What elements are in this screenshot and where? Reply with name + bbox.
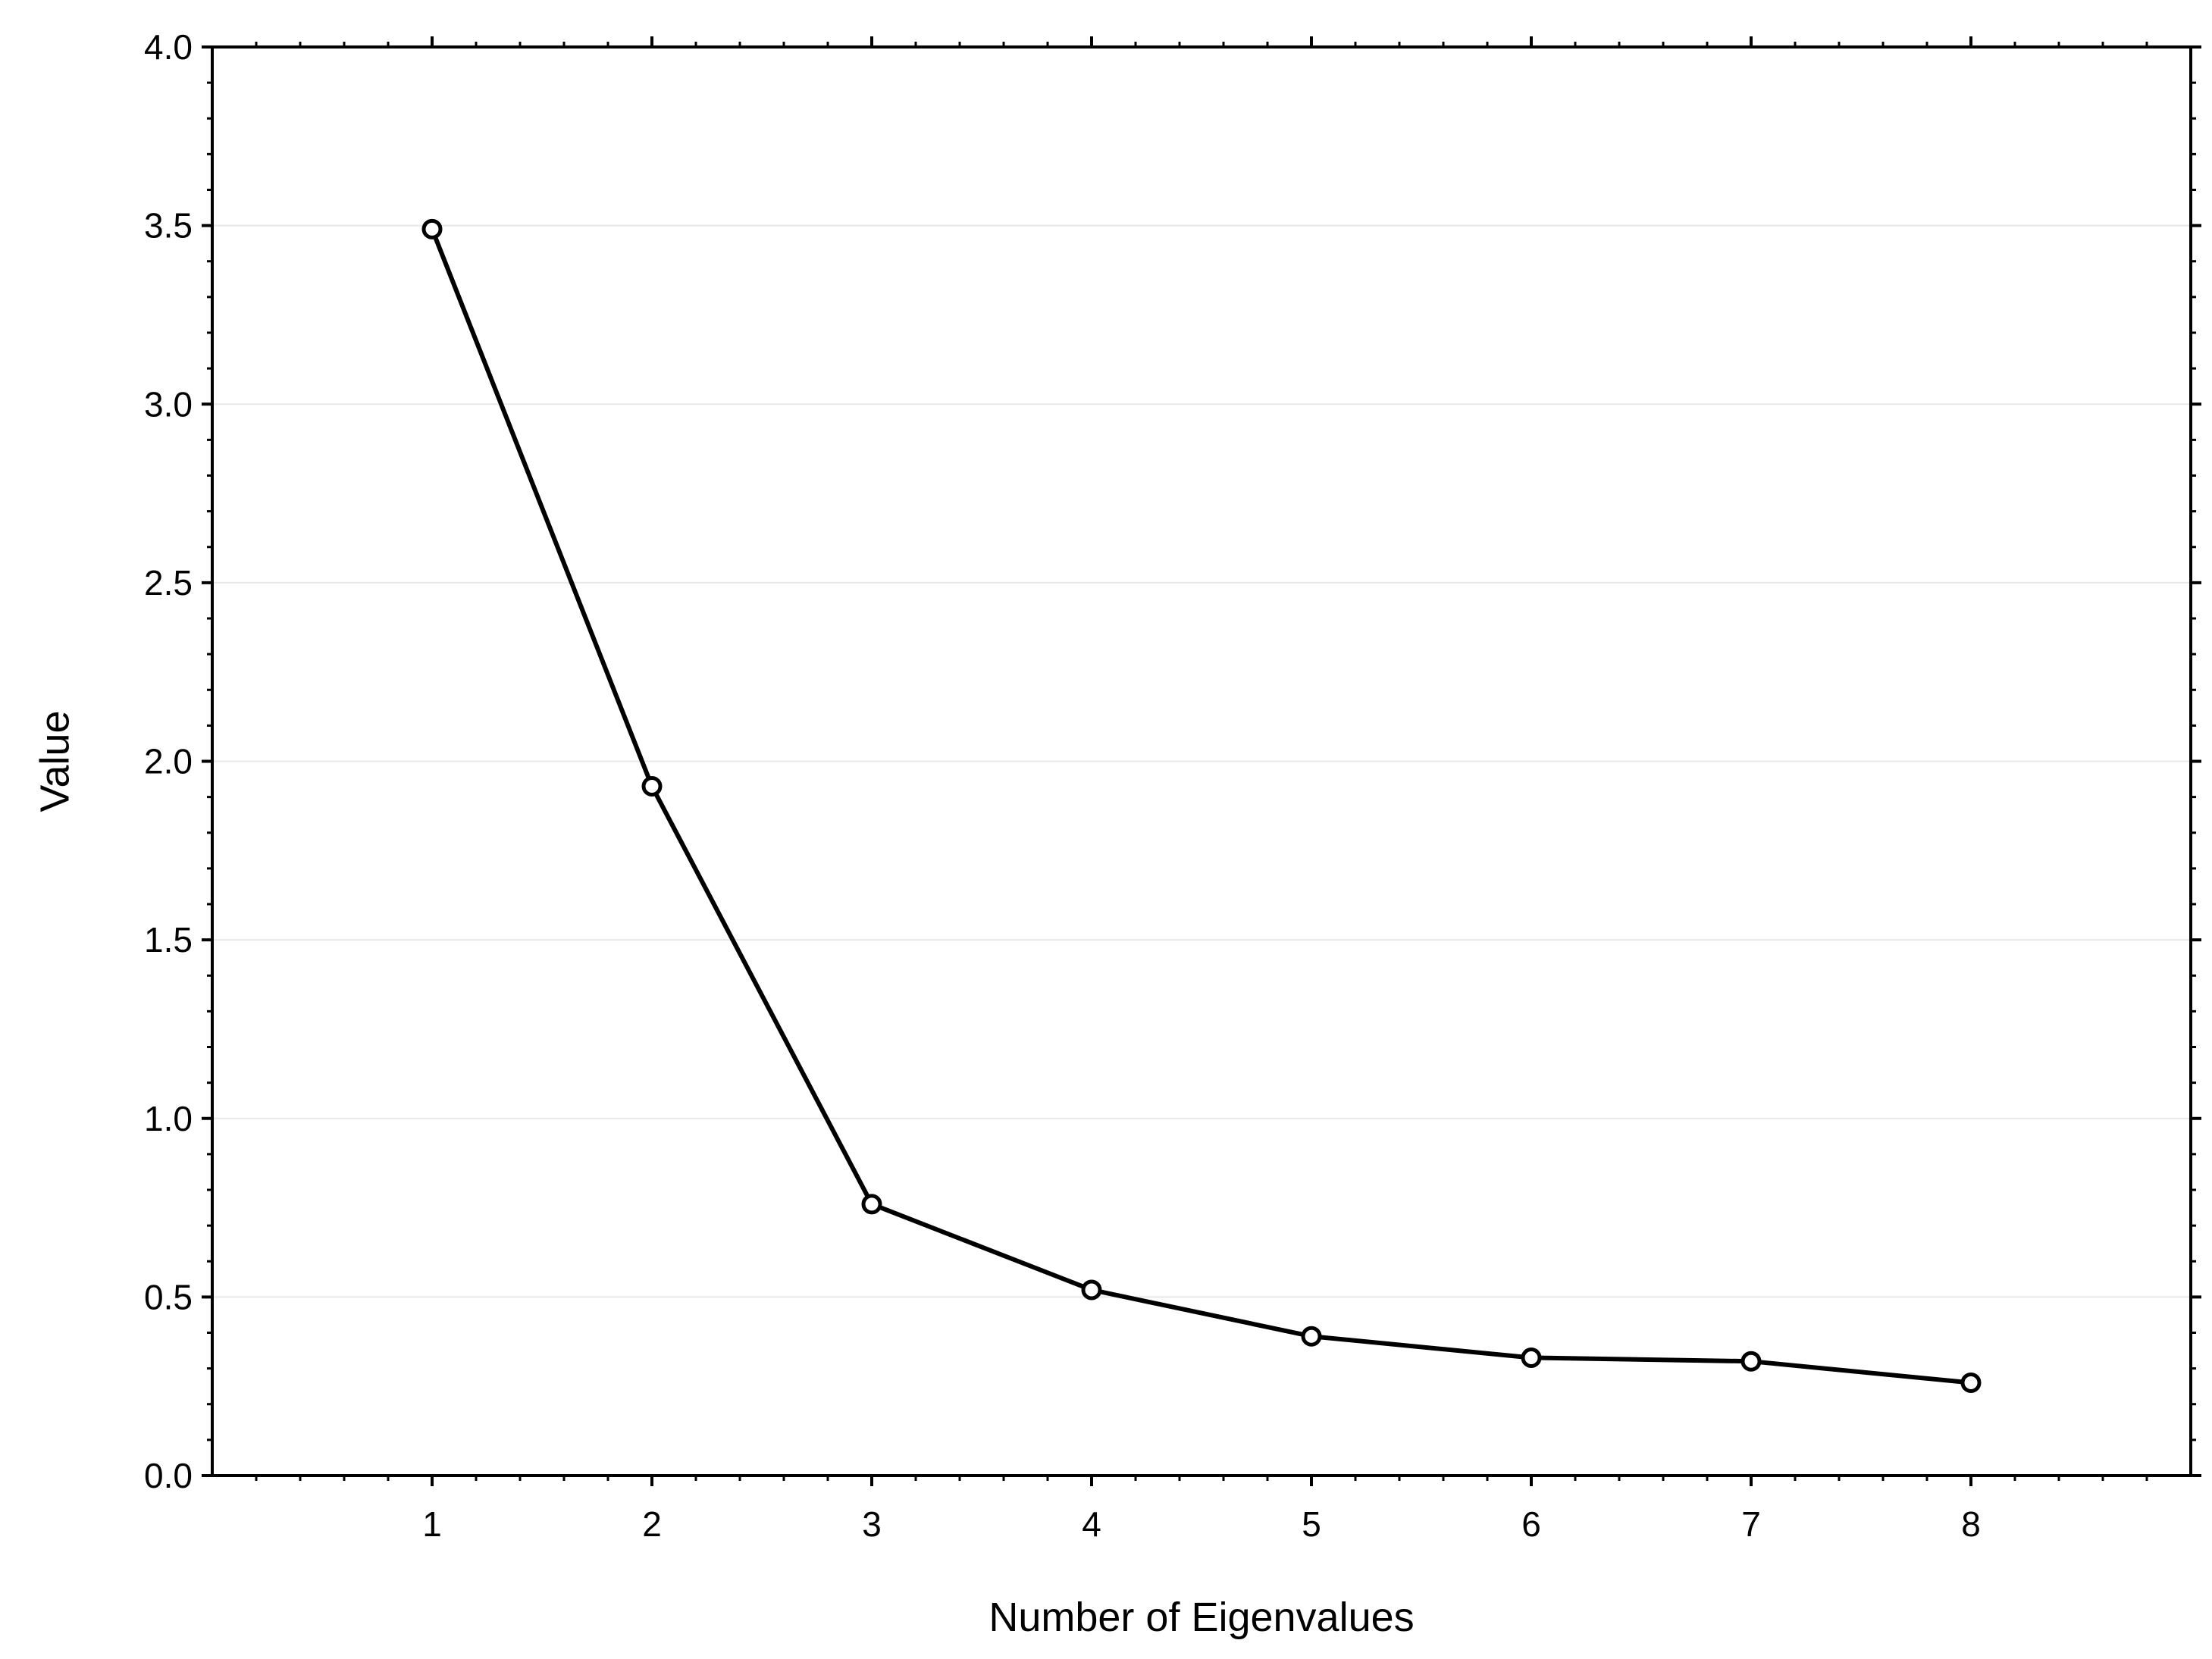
series-layer: [421, 218, 1982, 1393]
x-tick-label: 8: [1961, 1504, 1981, 1544]
data-point: [1081, 1279, 1102, 1301]
x-tick-label: 7: [1741, 1504, 1761, 1544]
y-tick-label: 1.0: [144, 1099, 193, 1138]
major-ticks: [202, 36, 2201, 1486]
x-tick-label: 5: [1302, 1504, 1321, 1544]
x-tick-label: 2: [642, 1504, 662, 1544]
y-tick-label: 1.5: [144, 920, 193, 959]
x-tick-label: 6: [1521, 1504, 1541, 1544]
y-tick-label: 2.5: [144, 563, 193, 603]
data-point: [1301, 1326, 1322, 1347]
x-axis-title: Number of Eigenvalues: [989, 1595, 1414, 1640]
y-tick-label: 2.0: [144, 742, 193, 781]
y-tick-labels: 0.0 0.5 1.0 1.5 2.0 2.5 3.0 3.5 4.0: [144, 27, 193, 1495]
data-point: [421, 218, 443, 239]
y-tick-label: 3.0: [144, 384, 193, 424]
data-point: [1740, 1351, 1762, 1372]
y-axis-title: Value: [32, 710, 77, 812]
x-tick-label: 1: [422, 1504, 442, 1544]
data-point: [1521, 1347, 1542, 1368]
series-line: [430, 228, 1972, 1385]
x-tick-label: 3: [862, 1504, 882, 1544]
y-tick-label: 0.5: [144, 1277, 193, 1316]
data-point: [1960, 1372, 1982, 1393]
y-tick-label: 4.0: [144, 27, 193, 67]
x-tick-label: 4: [1082, 1504, 1101, 1544]
data-point: [861, 1194, 882, 1215]
data-point: [641, 775, 663, 797]
y-tick-label: 3.5: [144, 206, 193, 246]
gridlines: [212, 224, 2191, 1298]
x-tick-labels: 1 2 3 4 5 6 7 8: [422, 1504, 1981, 1544]
y-tick-label: 0.0: [144, 1456, 193, 1495]
